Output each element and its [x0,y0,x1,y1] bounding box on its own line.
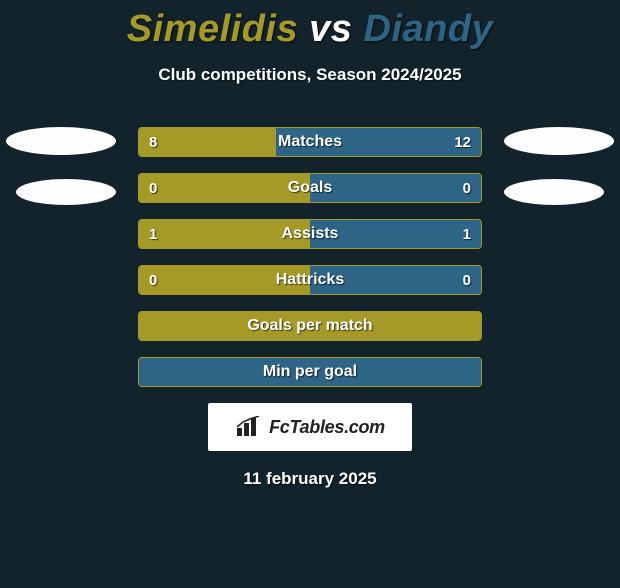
row-label: Goals [139,174,481,202]
comparison-row: 00Hattricks [138,265,482,295]
player1-name: Simelidis [127,8,298,50]
row-label: Goals per match [139,312,481,340]
footer-date: 11 february 2025 [0,469,620,489]
comparison-row: 00Goals [138,173,482,203]
brand-badge: FcTables.com [208,403,412,451]
player1-photo-placeholder [6,127,116,155]
player2-photo-placeholder-2 [504,179,604,205]
comparison-rows: 812Matches 00Goals 11Assists 00Hattricks Goa… [138,127,482,387]
comparison-row: 11Assists [138,219,482,249]
comparison-chart: 812Matches 00Goals 11Assists 00Hattricks Goa… [0,127,620,387]
brand-text: FcTables.com [269,417,385,438]
player1-photo-placeholder-2 [16,179,116,205]
bar-chart-icon [235,416,263,438]
comparison-row: 812Matches [138,127,482,157]
comparison-title: Simelidis vs Diandy [0,8,620,51]
subtitle: Club competitions, Season 2024/2025 [0,65,620,85]
row-label: Hattricks [139,266,481,294]
player2-name: Diandy [364,8,494,50]
comparison-row: Min per goal [138,357,482,387]
vs-label: vs [309,8,352,50]
row-label: Assists [139,220,481,248]
comparison-row: Goals per match [138,311,482,341]
row-label: Min per goal [139,358,481,386]
row-label: Matches [139,128,481,156]
player2-photo-placeholder [504,127,614,155]
